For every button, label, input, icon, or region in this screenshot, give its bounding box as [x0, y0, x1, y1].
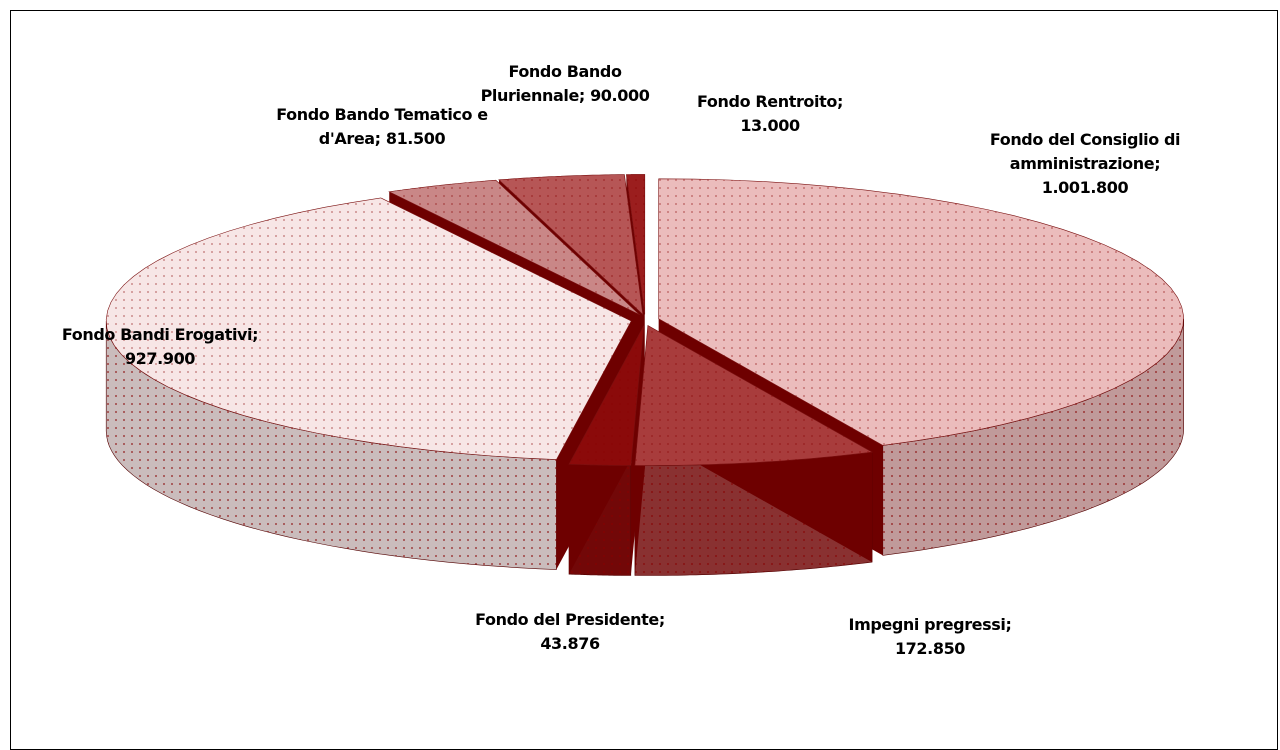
slice-name: Fondo Bando Pluriennale: [480, 62, 622, 105]
pie-slice-texture: [498, 174, 643, 315]
pie-slice-texture: [106, 197, 632, 460]
slice-name: Fondo del Consiglio di amministrazione: [989, 130, 1181, 173]
slice-value: 927.900: [124, 349, 196, 368]
pie-slice-side-texture: [882, 318, 1184, 556]
slice-name: Fondo del Presidente: [475, 610, 659, 629]
pie-slice-texture: [389, 180, 640, 315]
pie-slice-texture: [626, 174, 645, 315]
slice-value: 90.000: [590, 86, 650, 105]
pie-slice-side-texture: [106, 321, 557, 570]
slice-label: Fondo Bando Tematico e d'Area; 81.500: [260, 103, 505, 151]
slice-label: Fondo Rentroito; 13.000: [670, 90, 870, 138]
label-separator: ;: [658, 610, 665, 629]
label-separator: ;: [374, 129, 381, 148]
label-separator: ;: [1154, 154, 1161, 173]
slice-name: Fondo Bando Tematico e d'Area: [276, 105, 488, 148]
slice-value: 1.001.800: [1041, 178, 1129, 197]
pie-slice-texture: [569, 325, 644, 466]
pie-slice-texture: [658, 178, 1184, 446]
slice-value: 13.000: [740, 116, 800, 135]
label-separator: ;: [578, 86, 585, 105]
label-separator: ;: [252, 325, 259, 344]
label-separator: ;: [1005, 615, 1012, 634]
slice-label: Fondo Bando Pluriennale; 90.000: [470, 60, 660, 108]
slice-name: Fondo Bandi Erogativi: [61, 325, 253, 344]
slice-label: Fondo del Presidente; 43.876: [450, 608, 690, 656]
slice-label: Fondo del Consiglio di amministrazione; …: [970, 128, 1200, 200]
label-separator: ;: [836, 92, 843, 111]
slice-name: Impegni pregressi: [848, 615, 1006, 634]
pie-slice-texture: [634, 325, 873, 466]
slice-value: 172.850: [894, 639, 966, 658]
slice-name: Fondo Rentroito: [697, 92, 837, 111]
slice-value: 81.500: [385, 129, 446, 148]
slice-label: Impegni pregressi; 172.850: [820, 613, 1040, 661]
slice-label: Fondo Bandi Erogativi; 927.900: [30, 323, 290, 371]
slice-value: 43.876: [540, 634, 600, 653]
